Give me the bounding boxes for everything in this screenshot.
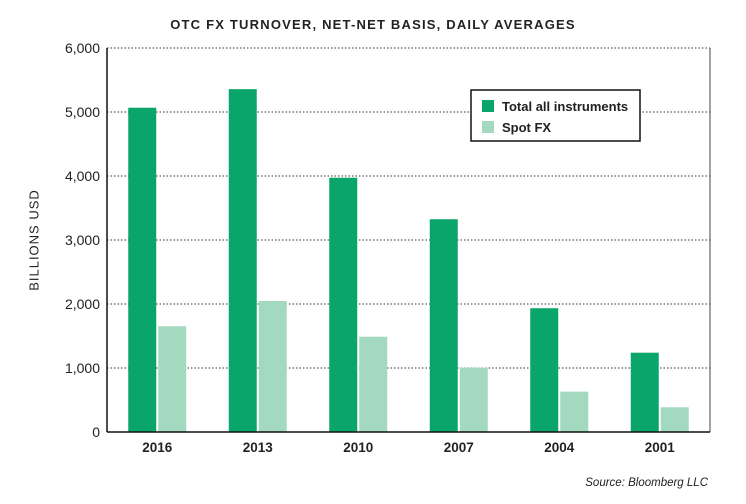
bar-spot-2013: [258, 300, 287, 432]
x-tick-label: 2007: [444, 440, 474, 455]
legend-box: [470, 89, 641, 142]
x-tick-label: 2010: [343, 440, 373, 455]
y-tick-label: 1,000: [65, 360, 100, 376]
bar-total-2007: [429, 219, 458, 432]
bar-spot-2016: [158, 326, 187, 432]
x-tick-label: 2001: [645, 440, 676, 455]
bar-total-2001: [630, 352, 659, 432]
bar-total-2016: [128, 107, 157, 432]
x-tick-label: 2004: [544, 440, 575, 455]
bar-spot-2001: [660, 407, 689, 432]
legend-swatch: [482, 121, 494, 133]
x-tick-label: 2013: [243, 440, 274, 455]
y-tick-label: 0: [92, 424, 100, 440]
source-note: Source: Bloomberg LLC: [585, 477, 708, 489]
bar-spot-2010: [359, 336, 388, 432]
y-tick-label: 2,000: [65, 296, 100, 312]
y-tick-label: 4,000: [65, 168, 100, 184]
bar-spot-2007: [459, 367, 488, 432]
bar-total-2004: [530, 308, 559, 432]
y-tick-label: 5,000: [65, 104, 100, 120]
x-tick-label: 2016: [142, 440, 173, 455]
legend-swatch: [482, 100, 494, 112]
legend-label: Total all instruments: [502, 99, 628, 114]
bar-total-2013: [228, 89, 257, 432]
bar-total-2010: [329, 177, 358, 432]
bar-spot-2004: [560, 391, 589, 432]
chart-title: OTC FX TURNOVER, NET-NET BASIS, DAILY AV…: [170, 17, 576, 32]
y-tick-label: 3,000: [65, 232, 100, 248]
legend-label: Spot FX: [502, 120, 551, 135]
y-tick-label: 6,000: [65, 40, 100, 56]
